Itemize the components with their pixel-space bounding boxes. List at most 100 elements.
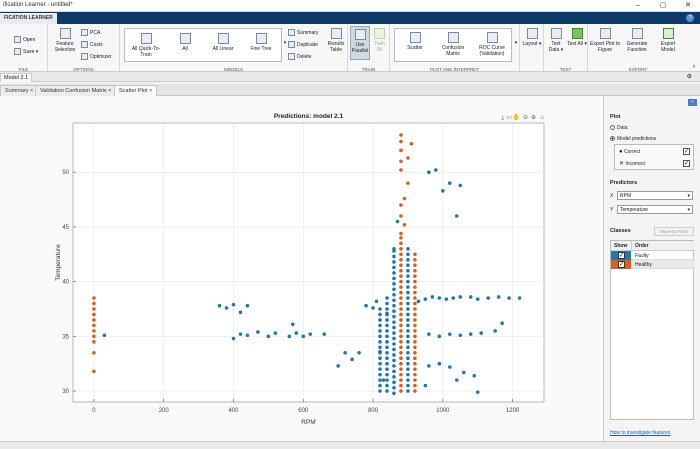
delete-button[interactable]: Delete: [288, 53, 311, 60]
plot-gallery-expand-icon[interactable]: ▾: [514, 40, 518, 46]
costs-icon: [81, 41, 88, 48]
test-data-button[interactable]: Test Data ▾: [546, 28, 566, 53]
scatter-plot-button[interactable]: Scatter: [397, 32, 433, 51]
gallery-expand-icon[interactable]: ▾: [283, 40, 287, 46]
class-show-checkbox[interactable]: ✓: [618, 261, 625, 268]
data-point: [392, 276, 396, 281]
data-point: [406, 301, 410, 306]
x-predictor-select[interactable]: RPM ▾: [617, 191, 693, 200]
data-point: [238, 310, 243, 315]
model-icon: [179, 33, 191, 44]
scatter-icon: [409, 32, 421, 43]
layout-button[interactable]: Layout ▾: [522, 28, 542, 47]
pca-button[interactable]: PCA: [81, 29, 100, 36]
data-point: [378, 389, 382, 393]
data-point: [385, 378, 389, 382]
minimize-button[interactable]: –: [636, 2, 640, 9]
confusion-matrix-button[interactable]: Confusion Matrix: [435, 32, 471, 57]
radio-model-predictions[interactable]: Model predictions: [610, 136, 656, 142]
tab-confusion-matrix[interactable]: Validation Confusion Matrix ×: [35, 85, 117, 96]
doc-tab-model[interactable]: Model 2.1: [0, 73, 33, 82]
data-point: [413, 350, 417, 355]
class-show-checkbox[interactable]: ✓: [618, 252, 625, 259]
data-point: [413, 340, 417, 344]
data-point: [245, 333, 250, 338]
axes-toolbar-icon[interactable]: ⌂: [540, 115, 544, 121]
data-point: [458, 295, 463, 299]
results-table-button[interactable]: Results Table: [326, 28, 346, 53]
plot-background: [72, 122, 545, 403]
generate-function-button[interactable]: Generate Function: [622, 28, 652, 53]
data-point: [392, 336, 396, 341]
data-point: [378, 345, 382, 350]
radio-data[interactable]: Data: [610, 125, 628, 131]
data-point: [454, 378, 459, 382]
data-point: [486, 296, 490, 300]
save-button[interactable]: Save ▾: [14, 48, 38, 55]
help-link[interactable]: How to investigate features: [610, 430, 671, 436]
data-point: [399, 168, 403, 172]
open-label: Open: [23, 36, 36, 43]
feature-selection-label: Feature Selection: [54, 41, 76, 53]
test-all-button[interactable]: Test All ▾: [567, 28, 587, 47]
costs-button[interactable]: Costs: [81, 41, 103, 48]
open-button[interactable]: Open: [14, 36, 35, 43]
app-tab[interactable]: FICATION LEARNER: [0, 13, 57, 24]
help-icon[interactable]: ?: [686, 14, 694, 22]
export-model-button[interactable]: Export Model: [654, 28, 682, 53]
summary-button[interactable]: Summary: [288, 29, 318, 36]
duplicate-button[interactable]: Duplicate: [288, 41, 318, 48]
gear-icon[interactable]: ⚙: [686, 74, 692, 80]
correct-checkbox[interactable]: ✓: [683, 148, 690, 155]
train-all-button[interactable]: Train All: [371, 28, 388, 53]
axes-toolbar-icon[interactable]: ⤓: [501, 114, 504, 121]
data-point: [434, 168, 438, 172]
axes-toolbar-icon[interactable]: ▭: [506, 115, 512, 121]
tab-summary[interactable]: Summary ×: [0, 85, 39, 96]
class-row[interactable]: ✓ Healthy: [611, 260, 695, 269]
data-point: [378, 361, 382, 366]
use-parallel-button[interactable]: Use Parallel: [350, 26, 370, 60]
data-point: [378, 378, 382, 382]
file-section: Open Save ▾ FILE: [0, 24, 48, 72]
model-gallery-item[interactable]: All: [167, 33, 203, 52]
data-point: [392, 391, 396, 396]
collapse-ribbon-icon[interactable]: ˄: [692, 64, 696, 70]
move-to-front-button[interactable]: Move to Front: [654, 227, 694, 236]
axes-toolbar-icon[interactable]: ✋: [513, 113, 520, 121]
data-point: [402, 196, 407, 201]
data-point: [102, 333, 107, 338]
y-tick-label: 30: [62, 389, 69, 395]
axes-toolbar-icon[interactable]: ⊕: [531, 115, 536, 121]
axes-toolbar-icon[interactable]: ⊖: [523, 115, 528, 121]
data-point: [399, 340, 403, 344]
maximize-button[interactable]: ▢: [659, 2, 667, 9]
y-predictor-select[interactable]: Temperature ▾: [617, 205, 693, 214]
y-predictor-value: Temperature: [620, 207, 649, 213]
incorrect-checkbox[interactable]: ✓: [683, 160, 690, 167]
data-point: [406, 378, 410, 382]
data-point: [378, 383, 382, 388]
radio-model-predictions-label: Model predictions: [617, 136, 657, 142]
model-gallery-item[interactable]: Fine Tree: [243, 33, 279, 52]
data-point: [399, 133, 403, 137]
tab-scatter-plot[interactable]: Scatter Plot ×: [114, 85, 158, 96]
data-point: [287, 334, 292, 339]
roc-curve-button[interactable]: ROC Curve (Validation): [473, 32, 511, 57]
data-point: [231, 336, 236, 341]
data-point: [413, 329, 417, 333]
data-point: [517, 296, 522, 300]
export-plot-button[interactable]: Export Plot to Figure: [590, 28, 620, 53]
model-gallery-item[interactable]: All Quick-To-Train: [127, 33, 165, 58]
data-point: [399, 323, 403, 328]
y-tick-label: 45: [62, 225, 69, 231]
optimizer-button[interactable]: Optimizer: [81, 53, 111, 60]
scatter-chart[interactable]: 0 200 400 600 800 1000 1200 30 35 40 45 50 Predictio…: [0, 96, 603, 441]
feature-selection-button[interactable]: Feature Selection: [52, 28, 78, 53]
collapse-panel-icon[interactable]: «: [688, 99, 697, 106]
class-row[interactable]: ✓ Faulty: [611, 251, 695, 260]
x-tick-label: 400: [228, 408, 239, 414]
model-gallery-item[interactable]: All Linear: [205, 33, 241, 52]
x-axis-label: RPM: [301, 419, 315, 426]
close-button[interactable]: ✕: [685, 2, 691, 9]
